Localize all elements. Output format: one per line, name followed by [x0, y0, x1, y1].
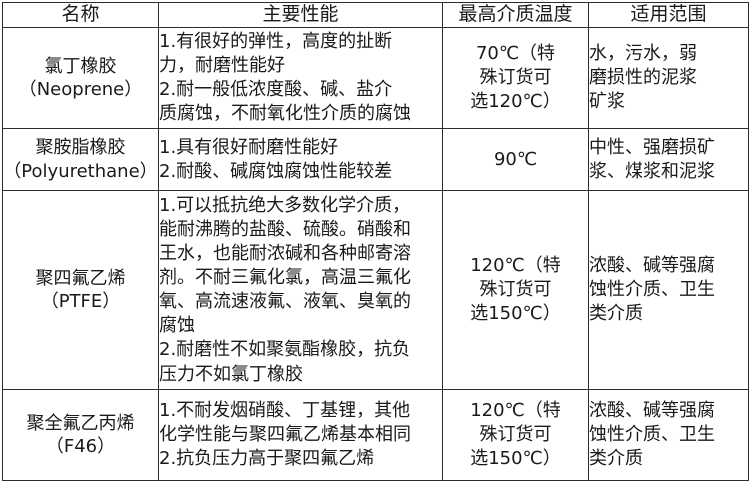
scope-line: 浓酸、碱等强腐: [589, 255, 715, 277]
scope-line: 磨损性的泥浆: [589, 66, 697, 88]
property-line: 1.具有很好耐磨性能好: [159, 136, 339, 158]
column-header-name: 名称: [2, 2, 159, 28]
property-line: 王水，也能耐浓碱和各种邮寄溶: [159, 242, 411, 264]
column-header-temperature: 最高介质温度: [442, 2, 589, 28]
scope-line: 中性、强磨损矿: [589, 136, 715, 158]
table-row: 聚全氟乙丙烯 （F46） 1.不耐发烟硝酸、丁基锂，其他 化学性能与聚四氟乙烯基…: [2, 388, 749, 482]
material-properties-cell: 1.不耐发烟硝酸、丁基锂，其他 化学性能与聚四氟乙烯基本相同 2.抗负压力高于聚…: [158, 388, 443, 482]
property-line: 剂。不耐三氟化氯，高温三氟化: [159, 267, 411, 289]
temperature-line: 选150℃）: [470, 448, 561, 469]
material-name-chinese: 聚全氟乙丙烯: [26, 412, 135, 434]
property-line: 能耐沸腾的盐酸、硫酸。硝酸和: [159, 218, 411, 240]
scope-line: 浓酸、碱等强腐: [589, 399, 715, 421]
scope-line: 类介质: [589, 448, 643, 469]
scope-line: 浆、煤浆和泥浆: [589, 160, 715, 182]
property-line: 化学性能与聚四氟乙烯基本相同: [159, 423, 411, 445]
scope-line: 水，污水，弱: [589, 42, 697, 64]
temperature-line: 90℃: [493, 148, 538, 170]
property-line: 2.耐酸、碱腐蚀腐蚀性能较差: [159, 160, 393, 182]
material-name-english: （Polyurethane）: [3, 160, 158, 182]
material-name-english: （Neoprene）: [18, 78, 143, 100]
material-scope-cell: 浓酸、碱等强腐 蚀性介质、卫生 类介质: [588, 388, 749, 482]
property-line: 腐蚀: [159, 315, 195, 337]
scope-line: 蚀性介质、卫生: [589, 423, 715, 445]
property-line: 2.抗负压力高于聚四氟乙烯: [159, 448, 375, 469]
property-line: 2.耐磨性不如聚氨酯橡胶，抗负: [159, 339, 411, 361]
temperature-line: 殊订货可: [479, 279, 552, 301]
material-properties-cell: 1.有很好的弹性，高度的扯断 力，耐磨性能好 2.耐一般低浓度酸、碱、盐介 质腐…: [158, 26, 443, 130]
temperature-line: 殊订货可: [479, 66, 552, 88]
table-row: 氯丁橡胶 （Neoprene） 1.有很好的弹性，高度的扯断 力，耐磨性能好 2…: [2, 26, 749, 130]
scope-line: 蚀性介质、卫生: [589, 279, 715, 301]
property-line: 力，耐磨性能好: [159, 54, 285, 76]
property-line: 2.耐一般低浓度酸、碱、盐介: [159, 78, 393, 100]
material-scope-cell: 中性、强磨损矿 浆、煤浆和泥浆: [588, 128, 749, 192]
material-name-english: （F46）: [45, 435, 116, 457]
table-row: 聚四氟乙烯 （PTFE） 1.可以抵抗绝大多数化学介质， 能耐沸腾的盐酸、硫酸。…: [2, 190, 749, 390]
material-name-cell: 聚胺脂橡胶 （Polyurethane）: [2, 128, 159, 192]
property-line: 氧、高流速液氟、液氧、臭氧的: [159, 291, 411, 313]
property-line: 压力不如氯丁橡胶: [159, 363, 303, 385]
temperature-line: 殊订货可: [479, 423, 552, 445]
material-name-cell: 氯丁橡胶 （Neoprene）: [2, 26, 159, 130]
temperature-line: 120℃（特: [470, 399, 561, 421]
material-scope-cell: 水，污水，弱 磨损性的泥浆 矿浆: [588, 26, 749, 130]
scope-line: 矿浆: [589, 90, 625, 112]
material-temperature-cell: 70℃（特 殊订货可 选120℃）: [442, 26, 589, 130]
temperature-line: 选150℃）: [470, 303, 561, 325]
material-temperature-cell: 120℃（特 殊订货可 选150℃）: [442, 190, 589, 390]
temperature-line: 选120℃）: [470, 90, 561, 112]
material-name-chinese: 氯丁橡胶: [44, 55, 117, 77]
material-name-cell: 聚四氟乙烯 （PTFE）: [2, 190, 159, 390]
material-temperature-cell: 90℃: [442, 128, 589, 192]
material-temperature-cell: 120℃（特 殊订货可 选150℃）: [442, 388, 589, 482]
table-header-row: 名称 主要性能 最高介质温度 适用范围: [2, 2, 749, 28]
material-properties-cell: 1.具有很好耐磨性能好 2.耐酸、碱腐蚀腐蚀性能较差: [158, 128, 443, 192]
material-scope-cell: 浓酸、碱等强腐 蚀性介质、卫生 类介质: [588, 190, 749, 390]
property-line: 质腐蚀，不耐氧化性介质的腐蚀: [159, 103, 411, 125]
column-header-properties: 主要性能: [158, 2, 443, 28]
table-row: 聚胺脂橡胶 （Polyurethane） 1.具有很好耐磨性能好 2.耐酸、碱腐…: [2, 128, 749, 192]
property-line: 1.有很好的弹性，高度的扯断: [159, 30, 393, 52]
temperature-line: 120℃（特: [470, 255, 561, 277]
material-name-chinese: 聚四氟乙烯: [35, 267, 126, 289]
property-line: 1.可以抵抗绝大多数化学介质，: [159, 194, 411, 216]
material-name-cell: 聚全氟乙丙烯 （F46）: [2, 388, 159, 482]
scope-line: 类介质: [589, 303, 643, 325]
material-properties-cell: 1.可以抵抗绝大多数化学介质， 能耐沸腾的盐酸、硫酸。硝酸和 王水，也能耐浓碱和…: [158, 190, 443, 390]
temperature-line: 70℃（特: [475, 42, 556, 64]
material-name-english: （PTFE）: [40, 291, 121, 313]
column-header-scope: 适用范围: [588, 2, 749, 28]
material-name-chinese: 聚胺脂橡胶: [35, 137, 126, 159]
property-line: 1.不耐发烟硝酸、丁基锂，其他: [159, 399, 411, 421]
